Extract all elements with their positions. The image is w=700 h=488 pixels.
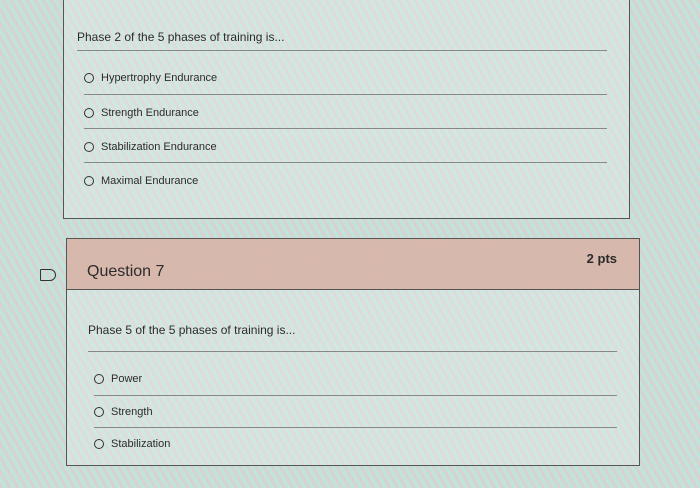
radio-button[interactable] [84,108,94,118]
option-label: Hypertrophy Endurance [101,72,218,84]
option-maximal-endurance[interactable]: Maximal Endurance [84,175,198,187]
divider [88,351,617,352]
radio-button[interactable] [94,374,104,384]
option-label: Stabilization [111,438,171,450]
option-stabilization-endurance[interactable]: Stabilization Endurance [84,141,217,153]
option-label: Strength Endurance [101,107,199,119]
question-text: Phase 2 of the 5 phases of training is..… [77,30,285,44]
option-strength-endurance[interactable]: Strength Endurance [84,107,199,119]
question-text: Phase 5 of the 5 phases of training is..… [88,323,296,337]
question-header: Question 7 2 pts [67,239,639,290]
option-power[interactable]: Power [94,373,142,385]
option-strength[interactable]: Strength [94,406,153,418]
option-label: Stabilization Endurance [101,141,217,153]
radio-button[interactable] [84,73,94,83]
question-title: Question 7 [87,263,165,280]
option-stabilization[interactable]: Stabilization [94,438,170,450]
option-label: Maximal Endurance [101,175,199,187]
radio-button[interactable] [84,176,94,186]
question-6-card: Phase 2 of the 5 phases of training is..… [63,0,630,219]
divider [94,395,617,396]
question-7-card: Question 7 2 pts Phase 5 of the 5 phases… [66,238,640,466]
divider [94,427,617,428]
points: 2 pts [586,251,617,266]
option-label: Power [111,373,143,385]
radio-button[interactable] [84,142,94,152]
option-hypertrophy-endurance[interactable]: Hypertrophy Endurance [84,72,217,84]
option-label: Strength [111,406,153,418]
divider [84,94,607,95]
divider [77,50,607,51]
radio-button[interactable] [94,407,104,417]
divider [84,162,607,163]
divider [84,128,607,129]
bookmark-icon[interactable] [40,269,56,281]
radio-button[interactable] [94,439,104,449]
